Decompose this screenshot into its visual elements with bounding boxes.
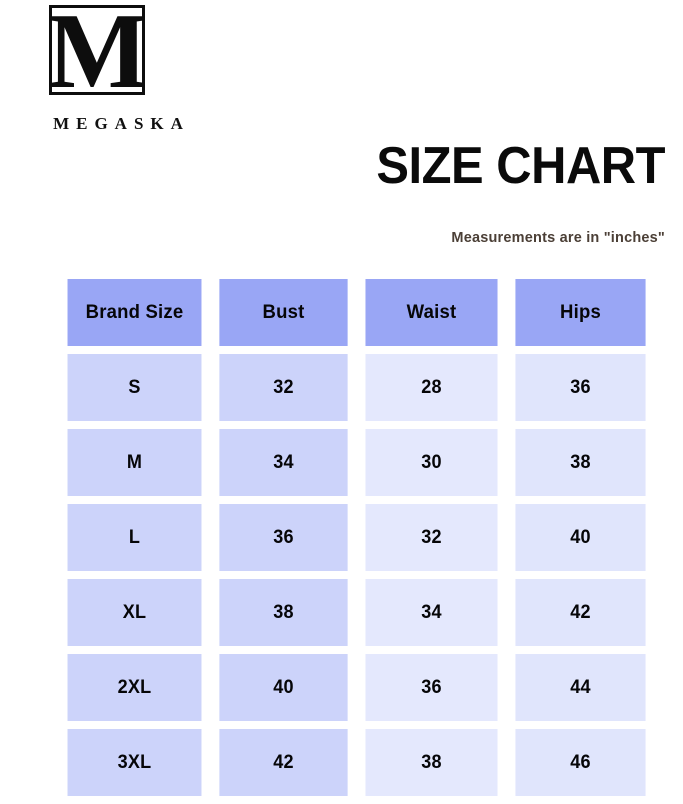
column-header-hips: Hips xyxy=(515,279,646,346)
size-chart-table: Brand Size Bust Waist Hips S 32 28 36 M 34 30 38 L 36… xyxy=(64,279,649,804)
measurement-cell: 42 xyxy=(515,579,646,646)
measurement-cell: 32 xyxy=(219,354,348,421)
table-row: 2XL 40 36 44 xyxy=(64,654,649,721)
page-title: SIZE CHART xyxy=(376,137,665,195)
measurement-cell: 28 xyxy=(365,354,498,421)
size-label-cell: L xyxy=(67,504,202,571)
table-row: S 32 28 36 xyxy=(64,354,649,421)
brand-wordmark: MEGASKA xyxy=(53,114,190,133)
measurement-cell: 40 xyxy=(515,504,646,571)
square-monogram-icon: M xyxy=(49,5,145,95)
table-row: L 36 32 40 xyxy=(64,504,649,571)
size-label-cell: 3XL xyxy=(67,729,202,796)
measurement-units-note: Measurements are in "inches" xyxy=(451,230,665,246)
table-row: XL 38 34 42 xyxy=(64,579,649,646)
measurement-cell: 36 xyxy=(365,654,498,721)
measurement-cell: 46 xyxy=(515,729,646,796)
table-header-row: Brand Size Bust Waist Hips xyxy=(64,279,649,346)
measurement-cell: 36 xyxy=(515,354,646,421)
column-header-bust: Bust xyxy=(219,279,348,346)
table-row: 3XL 42 38 46 xyxy=(64,729,649,796)
logo-letter: M xyxy=(49,5,145,95)
title-block: SIZE CHART Measurements are in "inches" xyxy=(245,140,665,246)
measurement-cell: 36 xyxy=(219,504,348,571)
measurement-cell: 38 xyxy=(515,429,646,496)
measurement-cell: 38 xyxy=(219,579,348,646)
measurement-cell: 34 xyxy=(219,429,348,496)
size-label-cell: S xyxy=(67,354,202,421)
size-label-cell: XL xyxy=(67,579,202,646)
measurement-cell: 32 xyxy=(365,504,498,571)
measurement-cell: 44 xyxy=(515,654,646,721)
size-label-cell: 2XL xyxy=(67,654,202,721)
column-header-brand-size: Brand Size xyxy=(67,279,202,346)
measurement-cell: 38 xyxy=(365,729,498,796)
column-header-waist: Waist xyxy=(365,279,498,346)
measurement-cell: 40 xyxy=(219,654,348,721)
measurement-cell: 42 xyxy=(219,729,348,796)
size-label-cell: M xyxy=(67,429,202,496)
table-row: M 34 30 38 xyxy=(64,429,649,496)
measurement-cell: 34 xyxy=(365,579,498,646)
measurement-cell: 30 xyxy=(365,429,498,496)
